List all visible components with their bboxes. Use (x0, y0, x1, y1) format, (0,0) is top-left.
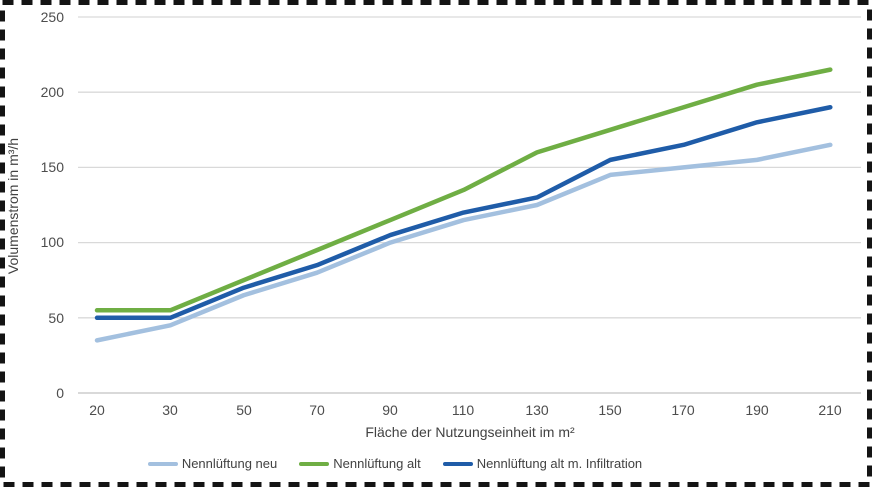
legend-label: Nennlüftung neu (181, 456, 278, 471)
x-tick-label: 170 (671, 402, 695, 418)
series-line-1 (94, 142, 833, 343)
legend-item: Nennlüftung alt m. Infiltration (442, 456, 643, 471)
y-tick-label: 200 (40, 84, 64, 100)
legend-swatch-icon (442, 461, 473, 466)
y-tick-label: 150 (40, 159, 64, 175)
x-tick-label: 150 (598, 402, 622, 418)
x-tick-label: 50 (236, 402, 252, 418)
legend-label: Nennlüftung alt (333, 456, 421, 471)
x-tick-label: 210 (818, 402, 842, 418)
x-tick-label: 20 (89, 402, 105, 418)
legend-swatch-icon (147, 461, 178, 466)
legend-item: Nennlüftung alt (299, 456, 421, 471)
x-tick-label: 130 (525, 402, 549, 418)
x-tick-label: 70 (309, 402, 325, 418)
x-tick-label: 30 (162, 402, 178, 418)
x-tick-label: 190 (745, 402, 769, 418)
legend-swatch-icon (299, 461, 330, 466)
y-tick-label: 0 (56, 385, 64, 401)
x-tick-label: 110 (451, 402, 475, 418)
y-tick-label: 50 (48, 310, 64, 326)
legend-label: Nennlüftung alt m. Infiltration (476, 456, 643, 471)
series-line-2 (94, 67, 833, 313)
legend-item: Nennlüftung neu (147, 456, 278, 471)
y-tick-label: 100 (40, 234, 64, 250)
x-axis-title: Fläche der Nutzungseinheit im m² (365, 424, 575, 440)
x-tick-label: 90 (382, 402, 398, 418)
y-tick-label: 250 (40, 9, 64, 25)
y-axis-title: Volumenstrom in m³/h (5, 137, 21, 275)
legend: Nennlüftung neu Nennlüftung alt Nennlüft… (0, 456, 790, 471)
series-line-3 (94, 104, 833, 321)
